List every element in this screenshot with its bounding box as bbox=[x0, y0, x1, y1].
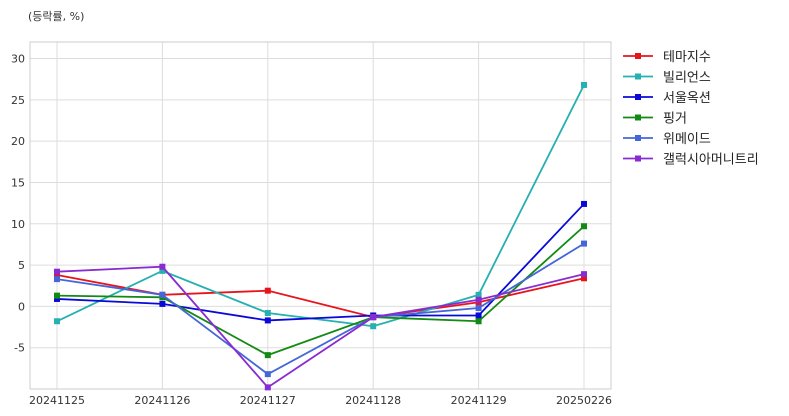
legend-label: 갤럭시아머니트리 bbox=[663, 153, 759, 168]
x-tick-label: 20241129 bbox=[451, 394, 507, 407]
legend-label: 서울옥션 bbox=[663, 91, 711, 106]
x-tick-label: 20241127 bbox=[240, 394, 296, 407]
y-tick-label: 25 bbox=[11, 94, 25, 107]
data-point bbox=[581, 81, 587, 88]
data-point bbox=[370, 314, 377, 321]
unit-label: (등락률, %) bbox=[28, 10, 84, 23]
data-point bbox=[54, 295, 60, 302]
legend-marker bbox=[635, 73, 641, 80]
y-tick-label: 10 bbox=[11, 218, 25, 231]
x-tick-label: 20250226 bbox=[556, 394, 612, 407]
data-point bbox=[54, 268, 60, 275]
data-point bbox=[475, 318, 482, 325]
series-빌리언스 bbox=[54, 81, 587, 330]
y-axis-tick-labels: -5 0 5 10 15 20 25 30 bbox=[11, 53, 25, 355]
data-point bbox=[54, 292, 60, 299]
legend-label: 위메이드 bbox=[663, 132, 711, 147]
data-point bbox=[264, 384, 271, 391]
data-point bbox=[159, 291, 166, 298]
legend-item: 테마지수 bbox=[623, 50, 711, 65]
legend-item: 위메이드 bbox=[623, 132, 711, 147]
legend-marker bbox=[635, 53, 641, 59]
data-point bbox=[370, 323, 377, 330]
x-axis-tick-labels: 20241125 20241126 20241127 20241128 20241129… bbox=[29, 394, 612, 407]
series-line bbox=[56, 242, 585, 376]
y-tick-label: 15 bbox=[11, 176, 25, 189]
data-point bbox=[475, 291, 482, 298]
data-point bbox=[581, 223, 587, 230]
x-tick-label: 20241125 bbox=[29, 394, 85, 407]
legend-marker bbox=[635, 135, 641, 141]
data-point bbox=[581, 271, 587, 278]
data-point bbox=[264, 371, 271, 378]
legend-label: 테마지수 bbox=[663, 50, 711, 65]
y-tick-label: -5 bbox=[14, 342, 25, 355]
series-서울옥션 bbox=[54, 200, 587, 324]
legend-item: 핑거 bbox=[623, 112, 687, 127]
legend-marker bbox=[635, 155, 641, 162]
data-point bbox=[581, 200, 587, 207]
series-line bbox=[56, 84, 585, 328]
series-갤럭시아머니트리 bbox=[54, 263, 587, 391]
legend-label: 빌리언스 bbox=[663, 71, 711, 86]
legend-marker bbox=[635, 94, 641, 100]
data-point bbox=[475, 312, 482, 319]
y-tick-label: 5 bbox=[18, 259, 25, 272]
data-point bbox=[54, 318, 60, 325]
y-tick-label: 20 bbox=[11, 135, 25, 148]
x-tick-label: 20241126 bbox=[134, 394, 190, 407]
data-point bbox=[159, 300, 166, 307]
grid-lines bbox=[30, 42, 611, 389]
series-위메이드 bbox=[54, 240, 587, 378]
data-point bbox=[475, 296, 482, 303]
data-point bbox=[264, 352, 271, 359]
series-line bbox=[56, 265, 585, 389]
data-point bbox=[54, 276, 60, 283]
legend-item: 갤럭시아머니트리 bbox=[623, 153, 759, 168]
data-point bbox=[475, 305, 482, 312]
data-point bbox=[581, 275, 587, 282]
data-point bbox=[54, 271, 60, 278]
series-line bbox=[56, 203, 585, 322]
data-point bbox=[264, 287, 271, 294]
x-tick-label: 20241128 bbox=[345, 394, 401, 407]
y-tick-label: 30 bbox=[11, 53, 25, 66]
legend-item: 빌리언스 bbox=[623, 71, 711, 86]
legend-label: 핑거 bbox=[663, 112, 687, 127]
legend-marker bbox=[635, 114, 641, 121]
data-point bbox=[159, 267, 166, 274]
data-point bbox=[581, 240, 587, 247]
y-tick-label: 0 bbox=[18, 300, 25, 313]
series-line bbox=[56, 225, 585, 357]
legend-item: 서울옥션 bbox=[623, 91, 711, 106]
plot-area bbox=[29, 41, 612, 390]
data-point bbox=[264, 317, 271, 324]
series-lines bbox=[54, 81, 587, 391]
data-point bbox=[264, 309, 271, 316]
data-point bbox=[159, 263, 166, 270]
